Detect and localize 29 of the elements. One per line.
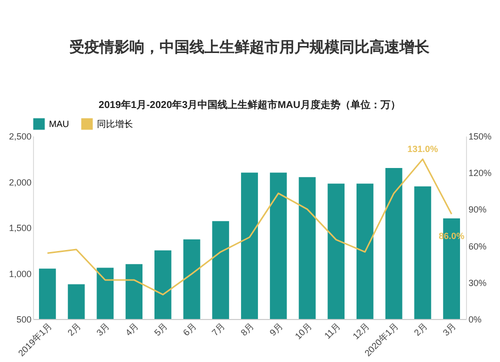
y2-tick-label: 0% xyxy=(468,314,482,324)
x-tick-label: 3月 xyxy=(440,320,458,338)
x-tick-label: 8月 xyxy=(238,320,256,338)
x-tick-label: 4月 xyxy=(123,320,140,338)
x-tick-label: 12月 xyxy=(350,320,372,342)
x-tick-label: 3月 xyxy=(94,320,112,338)
chart-subtitle: 2019年1月-2020年3月中国线上生鲜超市MAU月度走势（单位：万） xyxy=(98,99,400,111)
y-tick-label: 1,500 xyxy=(8,223,32,233)
y2-tick-label: 30% xyxy=(468,278,487,288)
y2-tick-label: 60% xyxy=(468,241,487,252)
legend-label: MAU xyxy=(49,119,69,129)
data-label: 131.0% xyxy=(407,144,438,154)
chart-title: 受疫情影响，中国线上生鲜超市用户规模同比高速增长 xyxy=(68,38,430,56)
y2-tick-label: 90% xyxy=(468,204,487,215)
y-tick-label: 500 xyxy=(16,314,32,324)
y2-tick-label: 150% xyxy=(468,132,492,142)
x-tick-label: 2月 xyxy=(66,320,83,338)
y-tick-label: 1,000 xyxy=(8,268,32,279)
x-tick-label: 6月 xyxy=(181,320,198,338)
y2-tick-label: 120% xyxy=(468,168,492,178)
x-tick-label: 7月 xyxy=(210,320,227,338)
legend-label: 同比增长 xyxy=(97,119,133,129)
x-tick-label: 9月 xyxy=(268,320,285,338)
x-tick-label: 11月 xyxy=(322,320,342,341)
y-tick-label: 2,500 xyxy=(8,132,32,142)
x-tick-label: 5月 xyxy=(152,320,170,338)
y-tick-label: 2,000 xyxy=(8,177,32,188)
x-tick-label: 10月 xyxy=(293,320,314,342)
x-tick-label: 2月 xyxy=(412,320,430,338)
